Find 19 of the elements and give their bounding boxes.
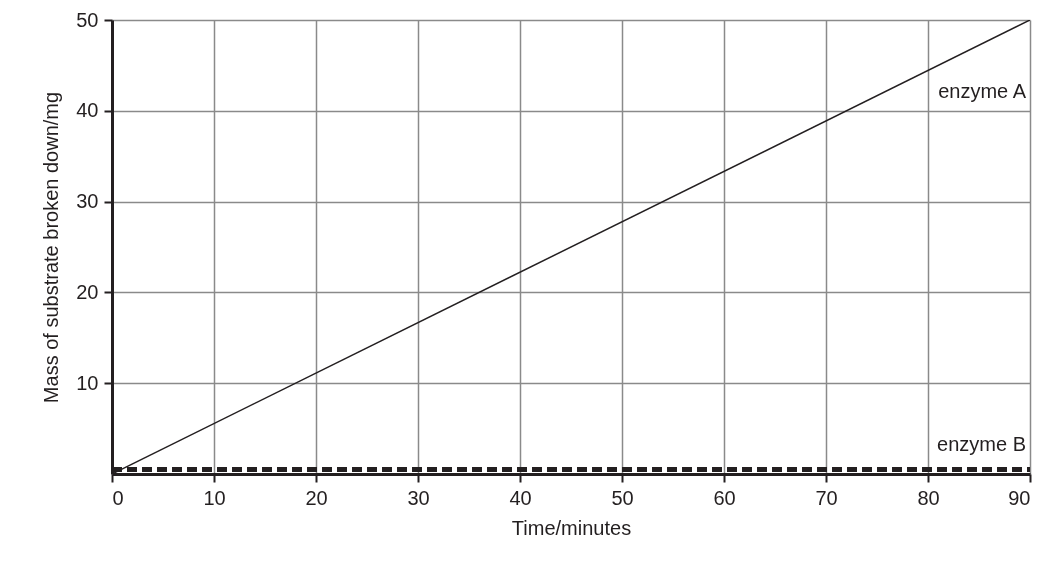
- y-tick-label: 40: [76, 99, 99, 122]
- series-label: enzyme B: [937, 433, 1026, 456]
- series-label: enzyme A: [938, 80, 1027, 102]
- x-tick-label: 90: [1008, 486, 1031, 509]
- x-tick-label: 80: [917, 486, 940, 509]
- y-tick-label: 30: [76, 190, 99, 213]
- x-tick-label: 30: [407, 486, 430, 509]
- x-tick-label: 20: [305, 486, 328, 509]
- x-tick-label: 10: [203, 486, 226, 509]
- x-tick-label: 60: [713, 486, 736, 509]
- x-tick-label: 0: [112, 486, 124, 509]
- x-tick-label: 70: [815, 486, 838, 509]
- x-axis-title: Time/minutes: [511, 516, 632, 539]
- y-axis-title: Mass of substrate broken down/mg: [40, 91, 63, 404]
- y-tick-label: 50: [76, 8, 99, 31]
- x-tick-label: 40: [509, 486, 532, 509]
- y-tick-label: 10: [76, 371, 99, 394]
- y-tick-label: 20: [76, 280, 99, 303]
- x-tick-label: 50: [611, 486, 634, 509]
